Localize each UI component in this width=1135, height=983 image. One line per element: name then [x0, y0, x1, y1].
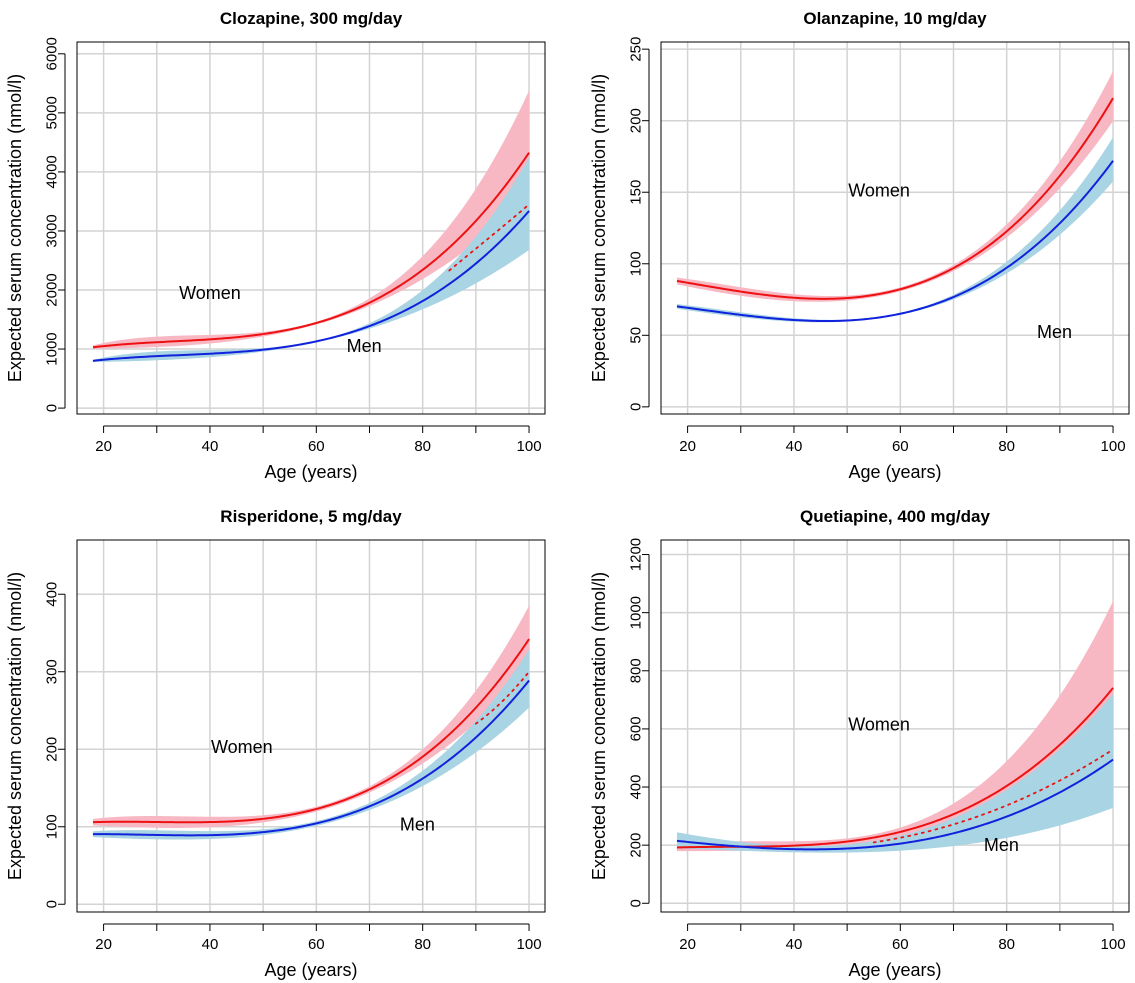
- plot-area: [661, 540, 1129, 912]
- x-tick-label: 60: [308, 936, 325, 953]
- y-tick-label: 0: [628, 403, 645, 411]
- y-axis-label: Expected serum concentration (nmol/l): [589, 572, 609, 880]
- plot-frame: [660, 539, 1130, 913]
- annotation-men: Men: [347, 336, 382, 356]
- plot-frame: [76, 41, 546, 415]
- x-tick-label: 80: [414, 438, 431, 455]
- x-tick-label: 40: [786, 936, 803, 953]
- x-tick-label: 100: [517, 936, 542, 953]
- y-tick-label: 6000: [44, 37, 61, 70]
- y-tick-label: 100: [628, 251, 645, 276]
- chart-title: Risperidone, 5 mg/day: [220, 507, 402, 526]
- y-tick-label: 150: [628, 180, 645, 205]
- annotation-men: Men: [1037, 322, 1072, 342]
- x-tick-label: 20: [679, 936, 696, 953]
- chart-title: Quetiapine, 400 mg/day: [800, 507, 990, 526]
- y-tick-label: 4000: [44, 155, 61, 188]
- x-tick-label: 20: [95, 438, 112, 455]
- y-tick-label: 2000: [44, 273, 61, 306]
- chart-panel-1: 20 40 60 80 1000100020003000400050006000Cloz…: [5, 9, 546, 482]
- x-axis-label: Age (years): [848, 462, 941, 482]
- y-tick-label: 400: [44, 582, 61, 607]
- chart-panel-3: 20 40 60 80 100 0 100 200 300 400 Risperidone, 5 m…: [5, 507, 546, 980]
- annotation-men: Men: [984, 835, 1019, 855]
- x-tick-label: 60: [892, 936, 909, 953]
- annotation-women: Women: [211, 737, 273, 757]
- x-tick-label: 100: [1101, 438, 1126, 455]
- x-tick-label: 100: [1101, 936, 1126, 953]
- annotation-women: Women: [848, 181, 910, 201]
- y-tick-label: 400: [628, 775, 645, 800]
- y-tick-label: 200: [44, 737, 61, 762]
- series-line-men: [92, 679, 530, 837]
- x-tick-label: 80: [998, 438, 1015, 455]
- plot-frame: [660, 41, 1130, 415]
- y-tick-label: 800: [628, 658, 645, 683]
- x-tick-label: 80: [998, 936, 1015, 953]
- y-tick-label: 0: [44, 900, 61, 908]
- y-tick-label: 1200: [628, 538, 645, 571]
- y-axis-label: Expected serum concentration (nmol/l): [5, 74, 25, 382]
- y-tick-label: 0: [44, 404, 61, 412]
- x-axis-label: Age (years): [264, 462, 357, 482]
- annotation-women: Women: [179, 283, 241, 303]
- x-tick-label: 80: [414, 936, 431, 953]
- x-tick-label: 20: [95, 936, 112, 953]
- x-tick-label: 60: [308, 438, 325, 455]
- series-line-dotted: [872, 748, 1114, 844]
- series-line-dotted: [474, 670, 530, 725]
- series-line-men: [92, 210, 530, 362]
- x-tick-label: 40: [202, 936, 219, 953]
- series-line-women: [92, 152, 530, 349]
- x-tick-label: 40: [786, 438, 803, 455]
- chart-panel-2: 20 40 60 80 100 0 50 100 150 200 250 Olanzapine, 10…: [589, 9, 1130, 482]
- y-tick-label: 1000: [628, 596, 645, 629]
- plot-area: [77, 540, 545, 912]
- annotation-men: Men: [400, 815, 435, 835]
- x-tick-label: 20: [679, 438, 696, 455]
- x-tick-label: 60: [892, 438, 909, 455]
- y-tick-label: 200: [628, 833, 645, 858]
- series-band-men: [676, 694, 1114, 853]
- y-tick-label: 1000: [44, 332, 61, 365]
- y-tick-label: 300: [44, 659, 61, 684]
- annotation-women: Women: [848, 714, 910, 734]
- chart-title: Clozapine, 300 mg/day: [220, 9, 403, 28]
- y-tick-label: 250: [628, 37, 645, 62]
- series-line-men: [676, 160, 1114, 323]
- y-tick-label: 600: [628, 716, 645, 741]
- series-line-men: [676, 758, 1114, 851]
- x-axis-label: Age (years): [264, 960, 357, 980]
- y-tick-label: 0: [628, 899, 645, 907]
- series-line-dotted: [448, 203, 530, 272]
- y-axis-label: Expected serum concentration (nmol/l): [589, 74, 609, 382]
- plot-area: [661, 42, 1129, 414]
- y-tick-label: 50: [628, 327, 645, 344]
- series-line-women: [676, 97, 1114, 300]
- x-tick-label: 100: [517, 438, 542, 455]
- x-axis-label: Age (years): [848, 960, 941, 980]
- x-tick-label: 40: [202, 438, 219, 455]
- y-tick-label: 200: [628, 108, 645, 133]
- series-line-women: [92, 638, 530, 824]
- y-tick-label: 5000: [44, 96, 61, 129]
- y-axis-label: Expected serum concentration (nmol/l): [5, 572, 25, 880]
- plot-area: [77, 42, 545, 414]
- y-tick-label: 3000: [44, 214, 61, 247]
- y-tick-label: 100: [44, 814, 61, 839]
- plot-frame: [76, 539, 546, 913]
- chart-panel-4: 20 40 60 80 100020040060080010001200Quetiapi…: [589, 507, 1130, 980]
- chart-title: Olanzapine, 10 mg/day: [803, 9, 987, 28]
